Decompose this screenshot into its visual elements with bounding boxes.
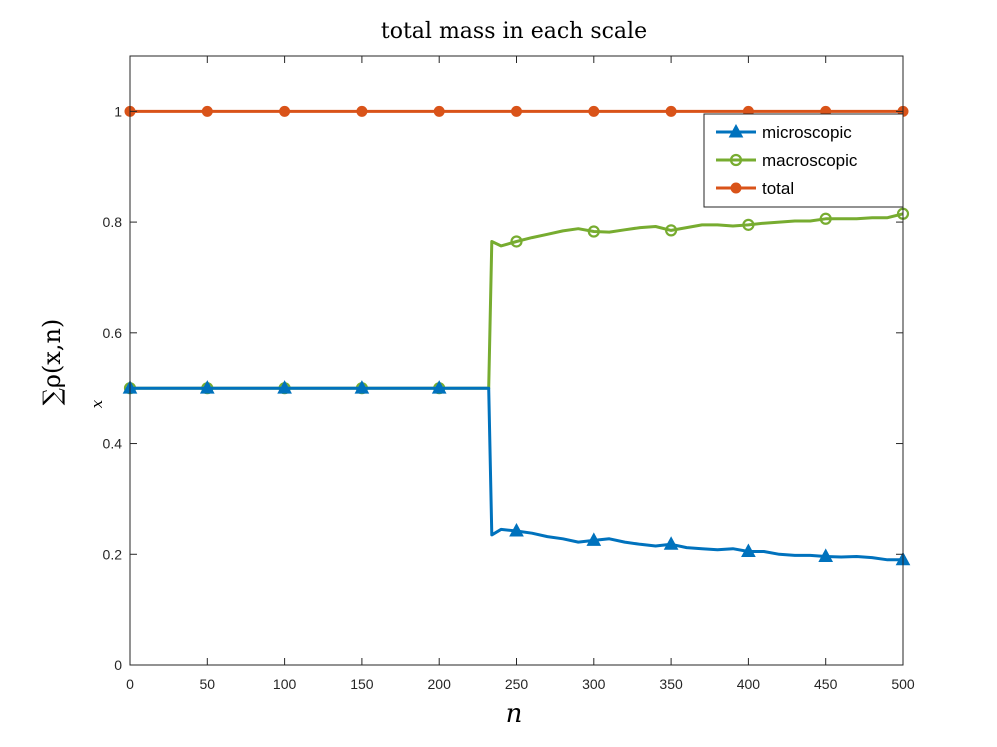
data-point-macroscopic bbox=[510, 235, 523, 248]
data-point-total bbox=[356, 105, 368, 117]
x-tick-label: 0 bbox=[126, 676, 134, 692]
legend: microscopic macroscopic total bbox=[703, 113, 904, 208]
y-tick-label: 1 bbox=[114, 103, 122, 119]
legend-marker-microscopic bbox=[728, 123, 744, 138]
series-line-microscopic bbox=[130, 386, 903, 562]
data-point-total bbox=[201, 105, 213, 117]
x-tick-label: 50 bbox=[200, 676, 216, 692]
data-point-total bbox=[433, 105, 445, 117]
data-point-total bbox=[588, 105, 600, 117]
x-tick-label: 450 bbox=[814, 676, 838, 692]
data-point-microscopic bbox=[818, 548, 834, 562]
x-tick-label: 200 bbox=[428, 676, 452, 692]
data-point-microscopic bbox=[199, 380, 215, 394]
data-point-total bbox=[665, 105, 677, 117]
x-tick-label: 500 bbox=[891, 676, 915, 692]
y-axis-label: ∑ρ(x,n) x bbox=[38, 319, 106, 409]
data-point-microscopic bbox=[277, 380, 292, 394]
legend-label-total: total bbox=[762, 179, 794, 198]
data-point-macroscopic bbox=[819, 212, 832, 225]
series-line-macroscopic bbox=[130, 212, 904, 390]
x-tick-label: 250 bbox=[505, 676, 529, 692]
series-layer bbox=[122, 105, 911, 566]
y-axis-label-subscript: x bbox=[88, 399, 106, 408]
data-point-macroscopic bbox=[742, 218, 755, 231]
data-point-macroscopic bbox=[587, 225, 600, 238]
y-tick-label: 0 bbox=[114, 657, 122, 673]
y-tick-label: 0.4 bbox=[103, 436, 123, 452]
y-tick-label: 0.8 bbox=[103, 214, 123, 230]
legend-label-macroscopic: macroscopic bbox=[762, 151, 858, 170]
legend-marker-macroscopic bbox=[729, 153, 743, 167]
y-tick-label: 0.2 bbox=[103, 546, 123, 562]
data-point-microscopic bbox=[509, 522, 524, 537]
data-point-microscopic bbox=[741, 543, 756, 558]
x-tick-label: 100 bbox=[273, 676, 297, 692]
chart-title: total mass in each scale bbox=[381, 19, 647, 44]
data-point-total bbox=[511, 105, 522, 117]
data-point-macroscopic bbox=[664, 224, 678, 237]
x-tick-label: 400 bbox=[737, 676, 761, 692]
x-axis-label: n bbox=[506, 699, 523, 729]
x-tick-label: 150 bbox=[350, 676, 374, 692]
legend-marker-total bbox=[730, 182, 742, 194]
legend-label-microscopic: microscopic bbox=[762, 123, 852, 142]
y-axis-label-main: ∑ρ(x,n) bbox=[38, 319, 66, 406]
data-point-total bbox=[279, 105, 291, 117]
x-tick-label: 350 bbox=[659, 676, 683, 692]
x-tick-label: 300 bbox=[582, 676, 606, 692]
data-point-microscopic bbox=[354, 380, 370, 394]
data-point-microscopic bbox=[586, 532, 602, 546]
axes-layer: 0 50 100 150 200 250 300 350 400 450 500 0 0.2 0.4 0.6… bbox=[103, 55, 915, 692]
data-point-microscopic bbox=[663, 536, 679, 550]
y-tick-label: 0.6 bbox=[103, 325, 123, 341]
data-point-microscopic bbox=[431, 380, 447, 394]
